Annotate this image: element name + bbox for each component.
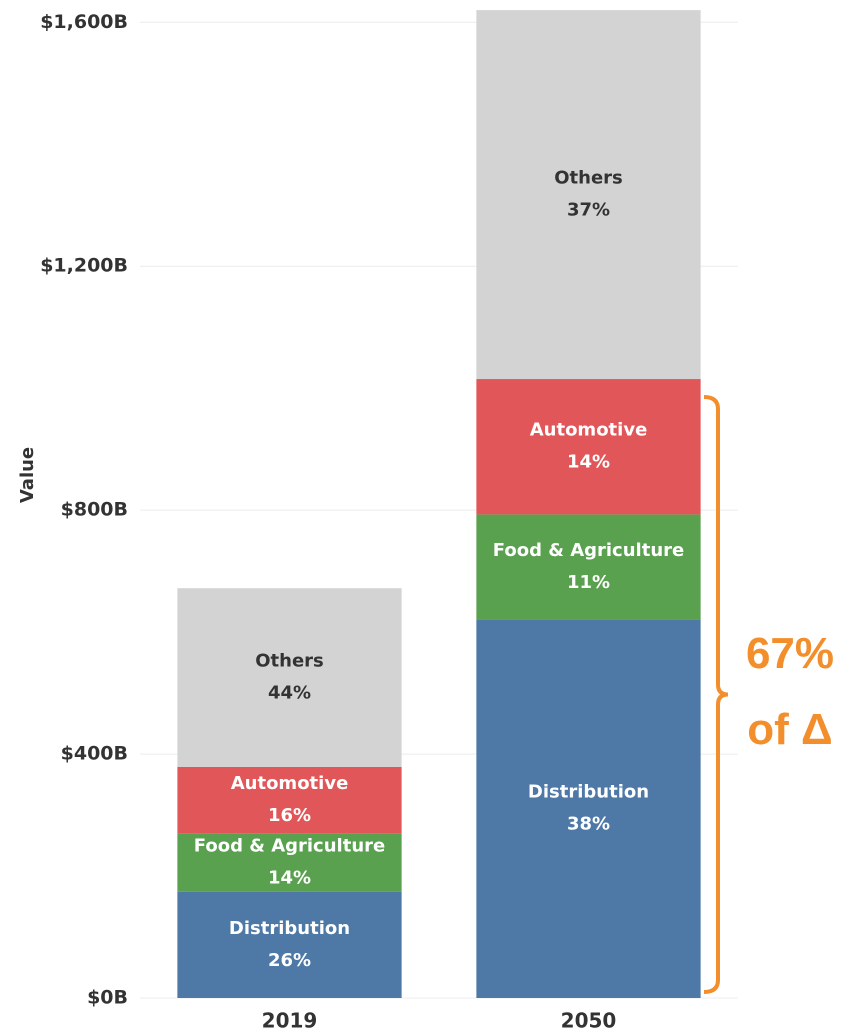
- bar-segment: [476, 10, 701, 380]
- bar-segment: [177, 588, 402, 767]
- bar-segment: [476, 514, 701, 620]
- segment-percent: 16%: [268, 805, 311, 826]
- y-tick-label: $800B: [61, 499, 128, 521]
- segment-percent: 26%: [268, 950, 311, 971]
- y-tick-label: $1,200B: [40, 255, 128, 277]
- annotation-text: 67%: [746, 629, 834, 678]
- segment-percent: 37%: [567, 200, 610, 221]
- segment-name: Food & Agriculture: [194, 836, 385, 857]
- brace: [703, 395, 729, 994]
- bar-segment: [177, 891, 402, 998]
- y-tick-label: $400B: [61, 743, 128, 765]
- segment-name: Others: [554, 168, 623, 189]
- segment-percent: 14%: [567, 452, 610, 473]
- bar-segment: [476, 619, 701, 998]
- y-tick-label: $0B: [87, 987, 128, 1009]
- segment-name: Distribution: [229, 918, 350, 939]
- segment-name: Others: [255, 651, 324, 672]
- y-axis-label: Value: [17, 447, 38, 503]
- x-tick-label: 2050: [561, 1009, 617, 1033]
- annotation-text: of Δ: [747, 705, 832, 754]
- segment-percent: 38%: [567, 814, 610, 835]
- segment-name: Automotive: [530, 420, 648, 441]
- segment-name: Distribution: [528, 782, 649, 803]
- x-tick-label: 2019: [262, 1009, 318, 1033]
- bar-segment: [476, 379, 701, 515]
- segment-name: Food & Agriculture: [493, 540, 684, 561]
- bar-segment: [177, 833, 402, 892]
- segment-percent: 44%: [268, 683, 311, 704]
- y-tick-label: $1,600B: [40, 11, 128, 33]
- segment-percent: 14%: [268, 868, 311, 889]
- segment-percent: 11%: [567, 572, 610, 593]
- segment-name: Automotive: [231, 773, 349, 794]
- bar-segment: [177, 766, 402, 834]
